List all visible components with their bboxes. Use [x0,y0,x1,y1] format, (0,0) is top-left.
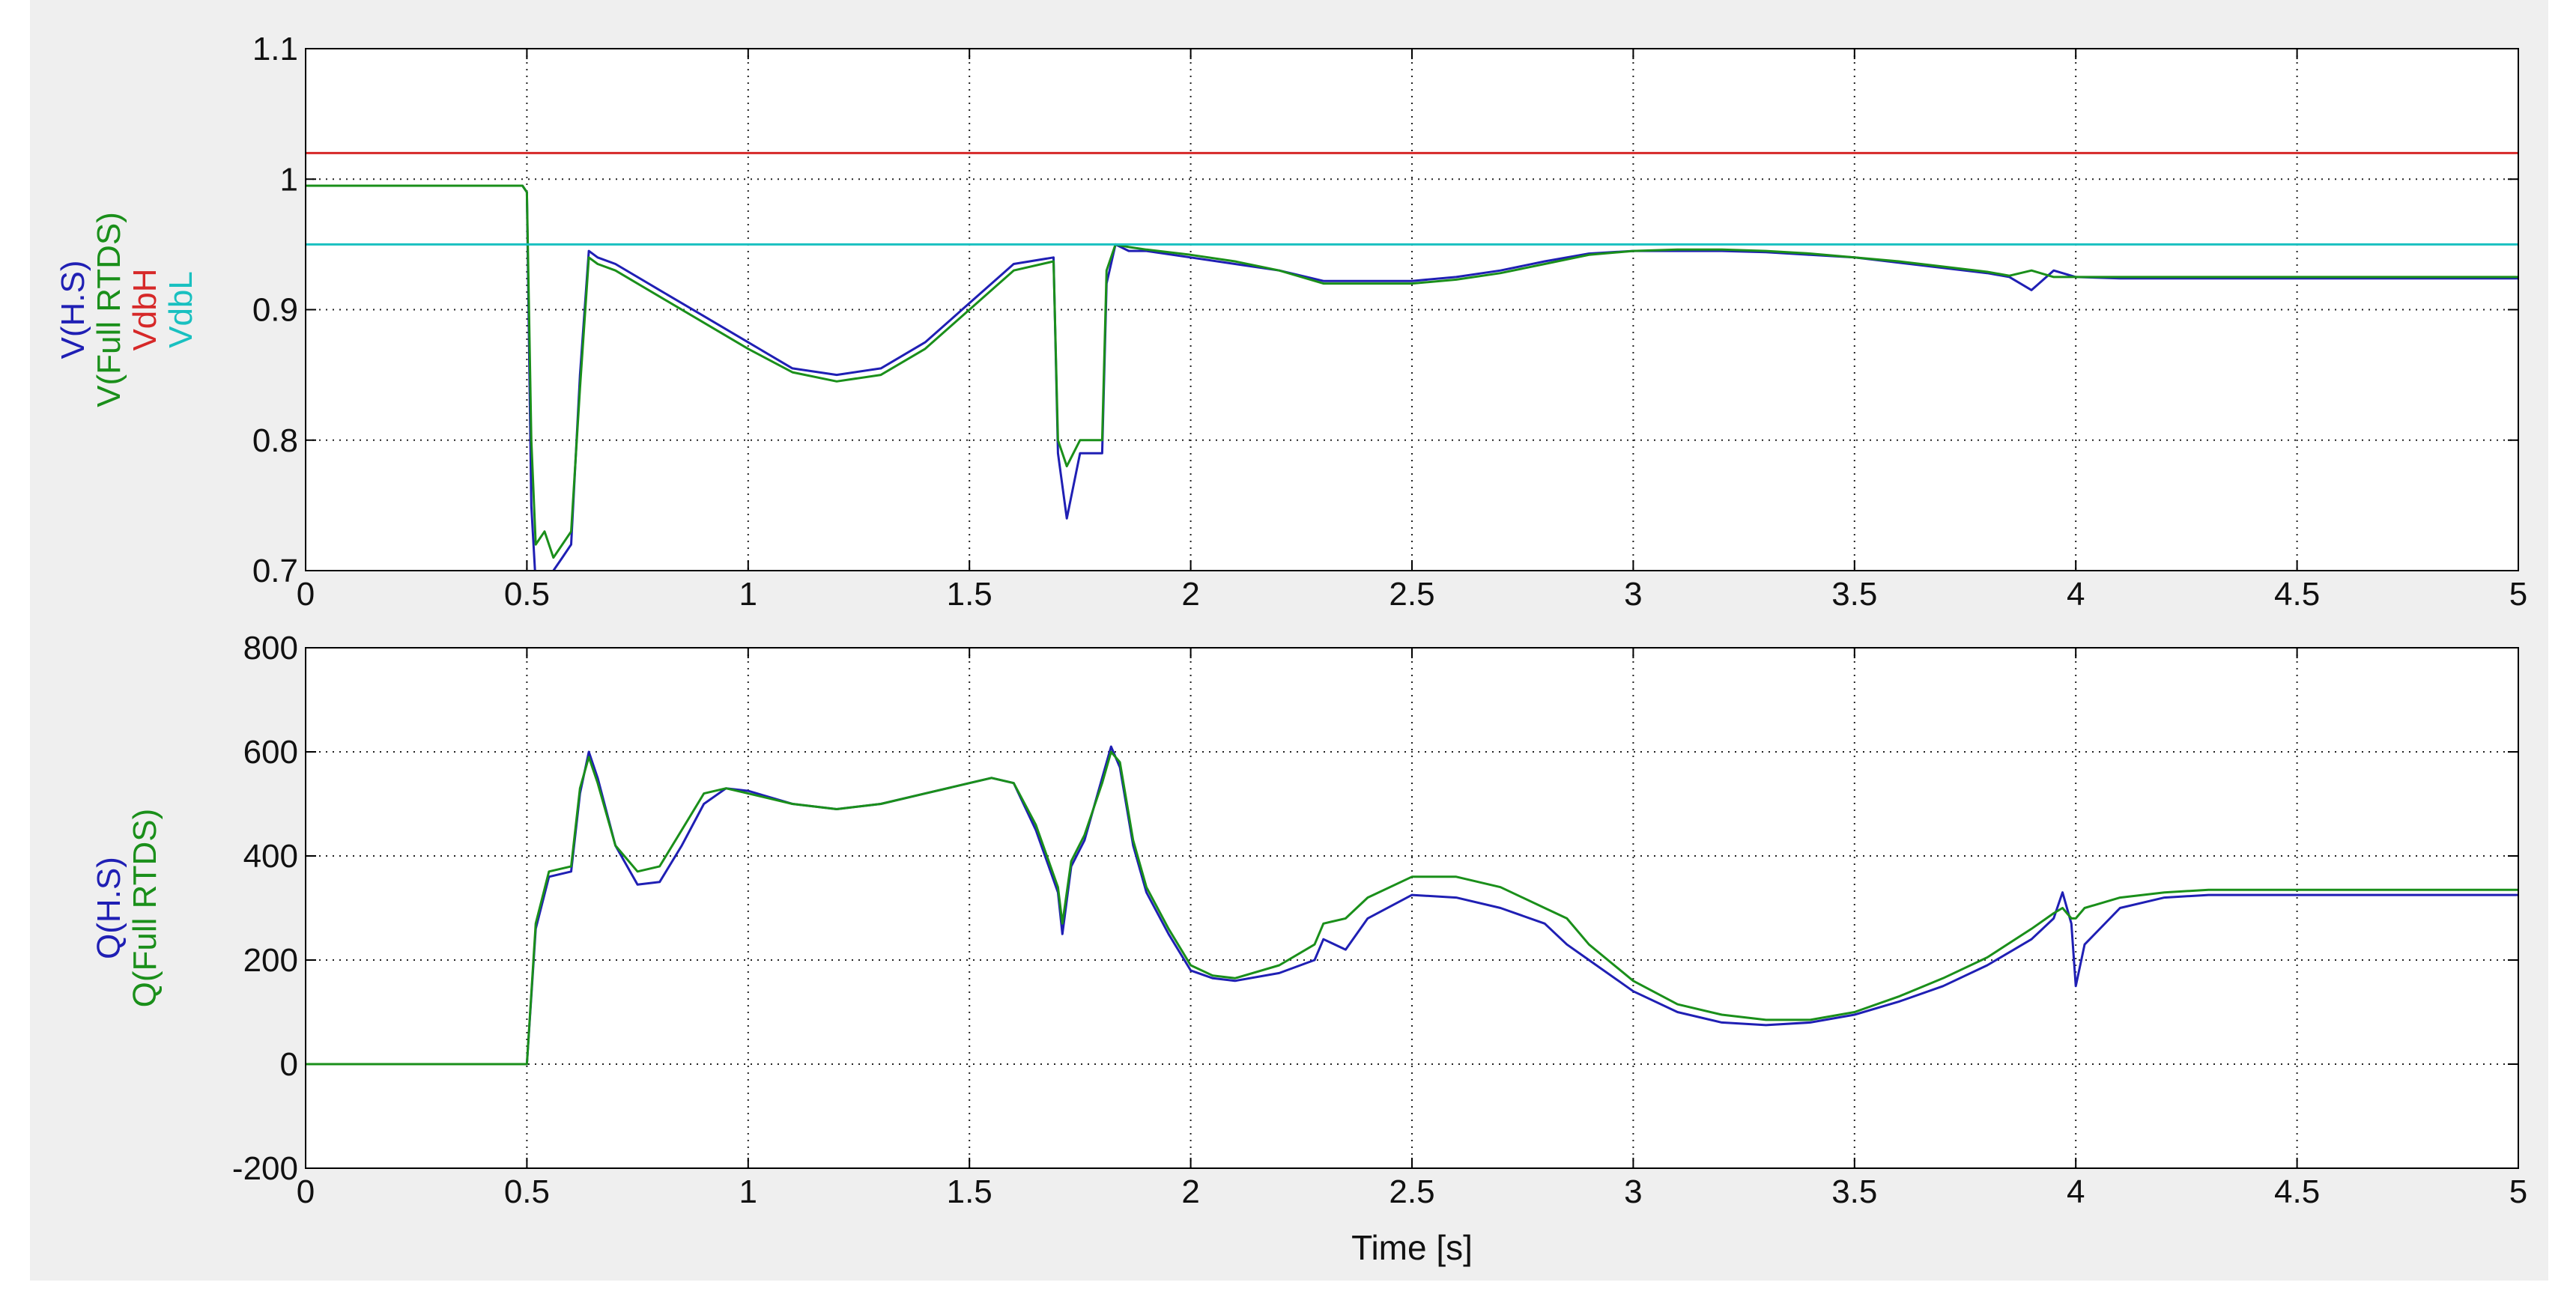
series-line-q-full-rtds [306,750,2518,1066]
x-axis-label: Time [s] [1351,1228,1473,1267]
x-tick-label: 2 [1181,1173,1199,1210]
y-tick-label: 1 [280,161,298,198]
y-axis-label: VdbL [163,271,199,348]
y-tick-label: -200 [232,1150,298,1187]
x-tick-label: 4 [2067,576,2085,613]
x-tick-label: 3 [1624,576,1642,613]
series-line-q-h-s [306,745,2518,1066]
x-tick-label: 2 [1181,576,1199,613]
y-axis-label: Q(H.S) [91,857,127,959]
reactive-power-axes: 0 0.5 1 1.5 2 2.5 3 3.5 4 4.5 5-2000200400600800Q(… [91,630,2527,1267]
y-tick-label: 1.1 [252,31,298,67]
y-tick-label: 0 [280,1046,298,1083]
x-tick-label: 3 [1624,1173,1642,1210]
axes-frame [305,48,2519,571]
x-tick-label: 1 [739,576,757,613]
x-tick-label: 0.5 [504,576,550,613]
y-tick-label: 0.9 [252,292,298,329]
chart-figure: 0 0.5 1 1.5 2 2.5 3 3.5 4 4.5 5 0.7 0.8 0.9 1 1.1 V(H.S)… [55,31,2527,1267]
voltage-axes: 0 0.5 1 1.5 2 2.5 3 3.5 4 4.5 5 0.7 0.8 0.9 1 1.1 V(H.S)… [55,31,2527,613]
x-tick-label: 3.5 [1831,576,1877,613]
x-tick-label: 2.5 [1389,1173,1434,1210]
y-tick-label: 0.8 [252,422,298,459]
x-tick-label: 0 [297,576,315,613]
x-tick-label: 4.5 [2274,576,2320,613]
x-tick-label: 5 [2509,1173,2527,1210]
x-tick-label: 2.5 [1389,576,1434,613]
y-tick-label: 400 [243,838,298,875]
y-axis-label: Q(Full RTDS) [127,809,163,1008]
y-tick-label: 200 [243,942,298,979]
x-tick-label: 4.5 [2274,1173,2320,1210]
axes-frame [305,647,2519,1169]
y-axis-label: V(Full RTDS) [91,212,127,407]
x-tick-label: 0.5 [504,1173,550,1210]
x-tick-label: 0 [297,1173,315,1210]
y-axis-label: V(H.S) [55,261,91,359]
y-tick-label: 600 [243,734,298,771]
x-tick-label: 5 [2509,576,2527,613]
x-tick-label: 1.5 [947,576,992,613]
figure-background: 0 0.5 1 1.5 2 2.5 3 3.5 4 4.5 5 0.7 0.8 0.9 1 1.1 V(H.S)… [30,0,2548,1281]
x-tick-label: 1.5 [947,1173,992,1210]
x-tick-label: 4 [2067,1173,2085,1210]
x-tick-label: 3.5 [1831,1173,1877,1210]
y-tick-label: 0.7 [252,553,298,589]
y-axis-label: VdbH [127,268,163,350]
y-tick-label: 800 [243,630,298,666]
series-group [306,151,2518,571]
series-group [306,745,2518,1066]
plot-area [306,648,2518,1168]
x-tick-label: 1 [739,1173,757,1210]
